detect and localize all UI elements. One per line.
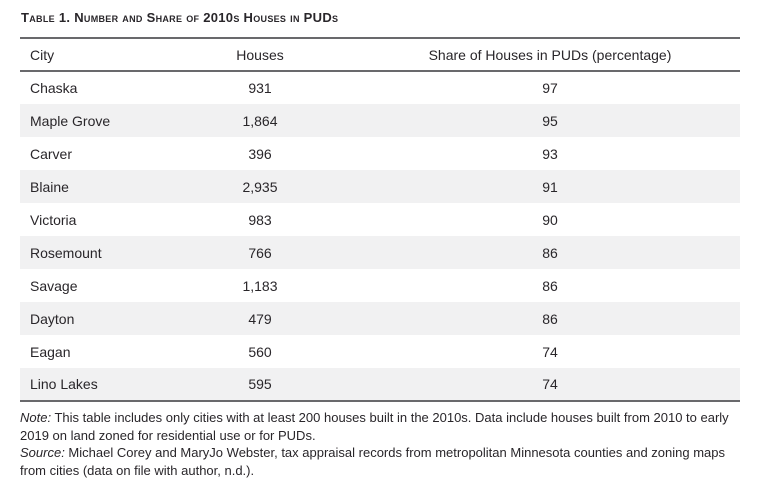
table-row: Rosemount 766 86 xyxy=(20,236,740,269)
table-row: Savage 1,183 86 xyxy=(20,269,740,302)
note-line: Note: This table includes only cities wi… xyxy=(20,409,736,444)
table-row: Dayton 479 86 xyxy=(20,302,740,335)
source-text: Michael Corey and MaryJo Webster, tax ap… xyxy=(20,445,726,478)
houses-cell: 479 xyxy=(248,310,272,327)
houses-cell: 1,183 xyxy=(242,277,278,294)
city-cell: Blaine xyxy=(30,178,69,195)
city-cell: Savage xyxy=(30,277,78,294)
share-cell: 86 xyxy=(542,310,558,327)
city-cell: Victoria xyxy=(30,211,77,228)
houses-cell: 983 xyxy=(248,211,272,228)
share-cell: 74 xyxy=(542,343,558,360)
city-cell: Chaska xyxy=(30,80,78,96)
share-cell: 90 xyxy=(542,211,558,228)
share-cell: 86 xyxy=(542,244,558,261)
source-label: Source: xyxy=(20,445,65,460)
houses-cell: 766 xyxy=(248,244,272,261)
table-row: Blaine 2,935 91 xyxy=(20,170,740,203)
city-cell: Carver xyxy=(30,145,73,162)
table-header: City Houses Share of Houses in PUDs (per… xyxy=(20,38,740,71)
houses-cell: 931 xyxy=(248,80,272,96)
city-cell: Rosemount xyxy=(30,244,102,261)
note-text: This table includes only cities with at … xyxy=(20,410,729,443)
column-header-city: City xyxy=(30,46,55,63)
houses-cell: 1,864 xyxy=(242,112,278,129)
table-body: Chaska 931 97 Maple Grove 1,864 95 Carver 396 93… xyxy=(20,71,740,401)
source-line: Source: Michael Corey and MaryJo Webster… xyxy=(20,444,736,479)
table-notes: Note: This table includes only cities wi… xyxy=(20,409,736,479)
column-header-houses: Houses xyxy=(236,46,284,63)
houses-cell: 2,935 xyxy=(242,178,278,195)
table-row: Lino Lakes 595 74 xyxy=(20,368,740,401)
city-cell: Eagan xyxy=(30,343,71,360)
note-label: Note: xyxy=(20,410,52,425)
city-cell: Lino Lakes xyxy=(30,376,98,392)
pud-table: City Houses Share of Houses in PUDs (per… xyxy=(20,37,740,402)
share-cell: 93 xyxy=(542,145,558,162)
houses-cell: 560 xyxy=(248,343,272,360)
share-cell: 91 xyxy=(542,178,558,195)
share-cell: 95 xyxy=(542,112,558,129)
header-row: City Houses Share of Houses in PUDs (per… xyxy=(20,38,740,71)
table-title: Table 1. Number and Share of 2010s House… xyxy=(21,10,339,25)
share-cell: 86 xyxy=(542,277,558,294)
share-cell: 74 xyxy=(542,376,558,392)
share-cell: 97 xyxy=(542,80,558,96)
houses-cell: 595 xyxy=(248,376,272,392)
houses-cell: 396 xyxy=(248,145,272,162)
city-cell: Maple Grove xyxy=(30,112,111,129)
column-header-share: Share of Houses in PUDs (percentage) xyxy=(428,46,672,63)
table-row: Carver 396 93 xyxy=(20,137,740,170)
table-row: Maple Grove 1,864 95 xyxy=(20,104,740,137)
table-row: Chaska 931 97 xyxy=(20,71,740,104)
table-row: Victoria 983 90 xyxy=(20,203,740,236)
city-cell: Dayton xyxy=(30,310,75,327)
table-row: Eagan 560 74 xyxy=(20,335,740,368)
